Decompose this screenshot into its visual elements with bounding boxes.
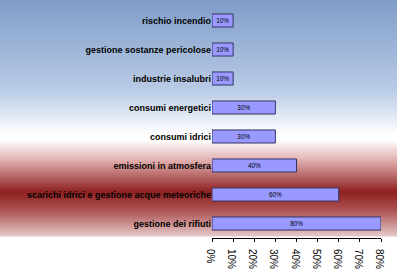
svg-text:40%: 40% — [290, 249, 301, 269]
svg-text:10%: 10% — [216, 46, 229, 53]
svg-text:40%: 40% — [248, 162, 261, 169]
svg-text:70%: 70% — [353, 249, 364, 269]
svg-text:emissioni in atmosfera: emissioni in atmosfera — [113, 161, 212, 171]
svg-text:10%: 10% — [216, 75, 229, 82]
svg-text:80%: 80% — [290, 220, 303, 227]
svg-text:50%: 50% — [311, 249, 322, 269]
svg-text:industrie insalubri: industrie insalubri — [133, 74, 211, 84]
svg-text:80%: 80% — [374, 249, 385, 269]
svg-text:30%: 30% — [268, 249, 279, 269]
svg-text:rischio incendio: rischio incendio — [142, 16, 212, 26]
svg-text:gestione dei rifiuti: gestione dei rifiuti — [133, 219, 211, 229]
svg-text:0%: 0% — [205, 249, 216, 264]
svg-text:scarichi idrici e gestione acq: scarichi idrici e gestione acque meteori… — [27, 190, 211, 200]
svg-text:20%: 20% — [247, 249, 258, 269]
svg-text:30%: 30% — [237, 104, 250, 111]
svg-text:10%: 10% — [216, 17, 229, 24]
svg-text:10%: 10% — [226, 249, 237, 269]
svg-text:60%: 60% — [269, 191, 282, 198]
svg-text:30%: 30% — [237, 133, 250, 140]
svg-text:consumi energetici: consumi energetici — [129, 103, 211, 113]
svg-text:gestione sostanze pericolose: gestione sostanze pericolose — [85, 45, 211, 55]
svg-text:60%: 60% — [332, 249, 343, 269]
svg-text:consumi idrici: consumi idrici — [150, 132, 211, 142]
